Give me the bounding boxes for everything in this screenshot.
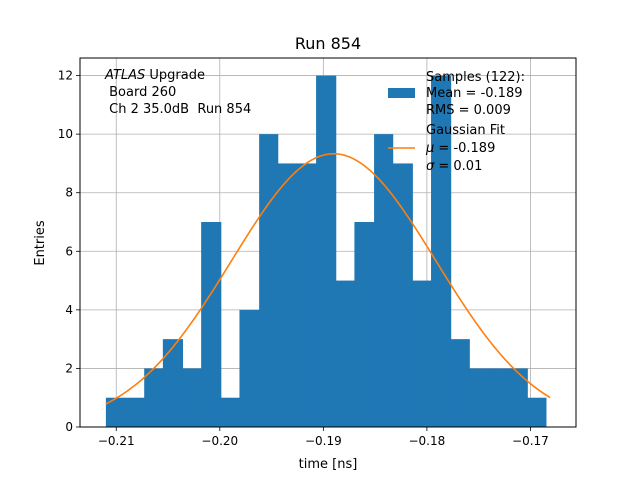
y-axis-ticks: 0 2 4 6 8 10 12	[58, 69, 80, 434]
chart-title: Run 854	[295, 34, 361, 53]
legend-mu-value: = -0.189	[434, 141, 495, 156]
x-axis-label: time [ns]	[299, 457, 358, 472]
histogram-bar	[335, 280, 355, 427]
histogram-bar	[412, 280, 432, 427]
histogram-bar	[220, 397, 240, 427]
legend-fit-mu: μ = -0.189	[425, 141, 495, 156]
x-tick-label: −0.20	[201, 434, 238, 448]
histogram-bar	[507, 368, 528, 427]
y-tick-label: 6	[65, 244, 73, 258]
legend-rms-label: RMS = 0.009	[426, 103, 511, 118]
annotation-upgrade: Upgrade	[145, 68, 205, 83]
annotation-atlas: ATLAS	[104, 68, 145, 83]
gaussian-fit-line	[105, 152, 551, 405]
y-tick-label: 12	[58, 69, 73, 83]
atlas-annotation: ATLAS Upgrade Board 260 Ch 2 35.0dB Run …	[104, 68, 251, 117]
y-tick-label: 2	[65, 361, 73, 375]
histogram-bar	[144, 368, 164, 427]
histogram-bar	[239, 309, 260, 427]
x-tick-label: −0.21	[98, 434, 135, 448]
y-tick-label: 0	[65, 420, 73, 434]
legend-histogram-swatch	[388, 88, 415, 98]
y-axis-label: Entries	[33, 220, 48, 266]
histogram-bar	[527, 397, 547, 427]
histogram-bar	[316, 75, 337, 428]
fit-curve-group	[105, 152, 551, 405]
x-tick-label: −0.18	[408, 434, 445, 448]
histogram-bar	[297, 163, 317, 427]
histogram-bar	[469, 368, 490, 427]
axes-frame	[79, 57, 577, 428]
annotation-line-2: Board 260	[105, 85, 176, 100]
histogram-bar	[182, 368, 202, 427]
x-tick-label: −0.17	[512, 434, 549, 448]
plot-area	[79, 57, 577, 428]
histogram-bar	[259, 134, 279, 427]
histogram-bar	[354, 222, 375, 427]
y-tick-label: 8	[65, 186, 73, 200]
legend-fit-sigma: σ = 0.01	[426, 159, 482, 174]
histogram-bar	[450, 339, 470, 427]
legend-sigma-symbol: σ	[426, 159, 435, 174]
annotation-line-1: ATLAS Upgrade	[104, 68, 205, 83]
histogram-bar	[201, 222, 222, 427]
legend-fit-title: Gaussian Fit	[426, 123, 505, 138]
histogram-bar	[431, 75, 452, 428]
histogram-bars	[105, 75, 547, 428]
legend: Samples (122): Mean = -0.189 RMS = 0.009…	[388, 70, 525, 174]
legend-mean-label: Mean = -0.189	[426, 86, 522, 101]
y-tick-label: 4	[65, 303, 73, 317]
legend-sigma-value: = 0.01	[434, 159, 482, 174]
x-tick-label: −0.19	[305, 434, 342, 448]
histogram-bar	[277, 163, 298, 427]
histogram-bar	[124, 397, 145, 427]
histogram-bar	[489, 368, 509, 427]
annotation-line-3: Ch 2 35.0dB Run 854	[105, 102, 251, 117]
y-tick-label: 10	[58, 127, 73, 141]
histogram-bar	[374, 134, 394, 427]
histogram-bar	[105, 397, 126, 427]
histogram-bar	[162, 339, 184, 427]
legend-samples-label: Samples (122):	[426, 70, 525, 85]
legend-mu-symbol: μ	[425, 141, 434, 156]
x-axis-ticks: −0.21 −0.20 −0.19 −0.18 −0.17	[98, 427, 549, 448]
histogram-bar	[392, 163, 413, 427]
